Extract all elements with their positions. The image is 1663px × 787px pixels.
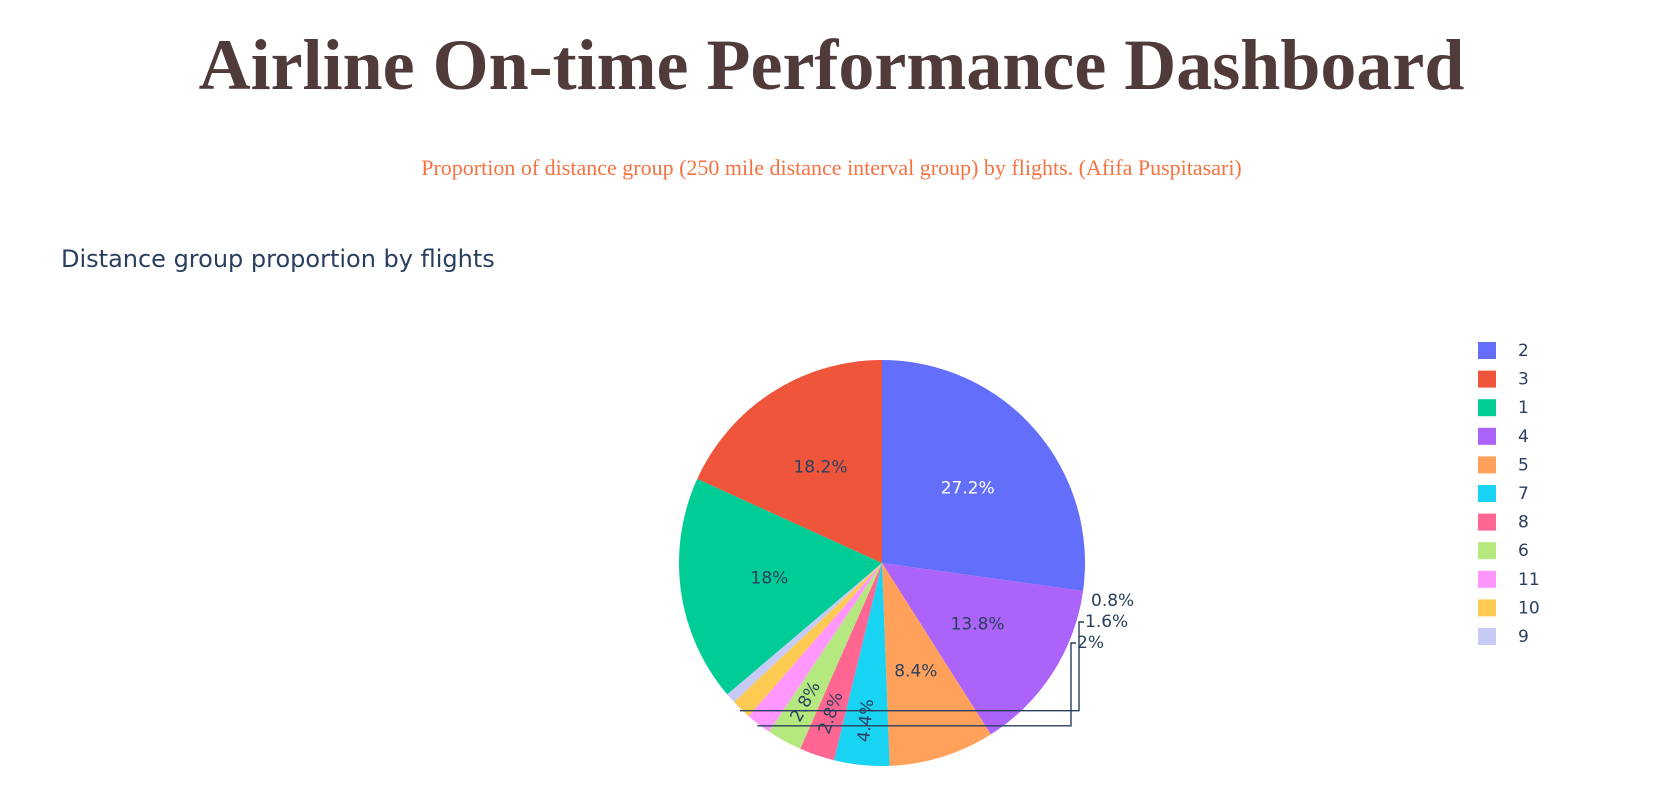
pie-chart: Distance group proportion by flights 27.… [61,245,1540,767]
legend-label-9: 9 [1518,627,1529,647]
legend-label-6: 6 [1518,541,1529,561]
pie-slice-10[interactable] [734,563,882,717]
slice-label-5: 8.4% [894,662,937,682]
legend-label-1: 1 [1518,398,1529,418]
slice-label-4: 13.8% [951,615,1005,635]
legend-swatch-1 [1478,399,1496,417]
legend-swatch-6 [1478,542,1496,560]
legend-item-1[interactable]: 1 [1478,398,1529,418]
pie-slice-1[interactable] [678,478,882,695]
slice-label-11: 2% [1077,633,1104,653]
slice-label-leader-11 [757,642,1076,727]
slice-label-7: 4.4% [854,698,878,743]
legend-label-5: 5 [1518,455,1529,475]
slice-label-2: 27.2% [941,478,995,498]
pie-slice-5[interactable] [882,563,991,766]
legend-swatch-10 [1478,599,1496,617]
pie-slice-4[interactable] [882,563,1084,735]
legend-label-2: 2 [1518,341,1529,361]
legend-item-9[interactable]: 9 [1478,627,1529,647]
pie-slice-11[interactable] [748,563,882,732]
legend-swatch-11 [1478,570,1496,588]
slice-label-3: 18.2% [793,457,847,477]
legend-swatch-8 [1478,513,1496,531]
chart-title: Distance group proportion by flights [61,245,495,273]
legend-swatch-2 [1478,342,1496,359]
page-subtitle: Proportion of distance group (250 mile d… [421,155,1242,180]
legend-item-2[interactable]: 2 [1478,341,1529,361]
legend-label-7: 7 [1518,484,1529,504]
legend-swatch-9 [1478,628,1496,645]
legend-label-10: 10 [1518,598,1540,618]
legend-item-3[interactable]: 3 [1478,370,1529,390]
legend-swatch-3 [1478,370,1496,388]
pie-slice-7[interactable] [833,563,890,767]
legend-swatch-7 [1478,485,1496,502]
legend-item-4[interactable]: 4 [1478,427,1529,447]
chart-legend: 2 3 1 4 5 7 8 6 11 10 9 [1478,341,1540,647]
legend-item-11[interactable]: 11 [1478,570,1540,590]
slice-label-10: 1.6% [1085,612,1128,632]
pie-slice-3[interactable] [697,360,882,563]
pie-slice-6[interactable] [768,563,882,749]
pie-slices [678,360,1085,767]
pie-slice-9[interactable] [727,563,882,702]
legend-item-10[interactable]: 10 [1478,598,1540,618]
legend-label-11: 11 [1518,570,1540,590]
pie-slice-2[interactable] [882,360,1085,591]
legend-item-6[interactable]: 6 [1478,541,1529,561]
legend-item-5[interactable]: 5 [1478,455,1529,475]
slice-label-leader-10 [739,621,1084,712]
legend-item-7[interactable]: 7 [1478,484,1529,504]
page-title: Airline On-time Performance Dashboard [198,25,1465,105]
legend-item-8[interactable]: 8 [1478,513,1529,533]
legend-label-8: 8 [1518,513,1529,533]
legend-label-4: 4 [1518,427,1529,447]
slice-label-9: 0.8% [1091,591,1134,611]
legend-swatch-5 [1478,456,1496,474]
pie-chart-container: Distance group proportion by flights 27.… [0,230,1663,787]
legend-label-3: 3 [1518,370,1529,390]
legend-swatch-4 [1478,427,1496,445]
slice-label-1: 18% [751,569,789,589]
